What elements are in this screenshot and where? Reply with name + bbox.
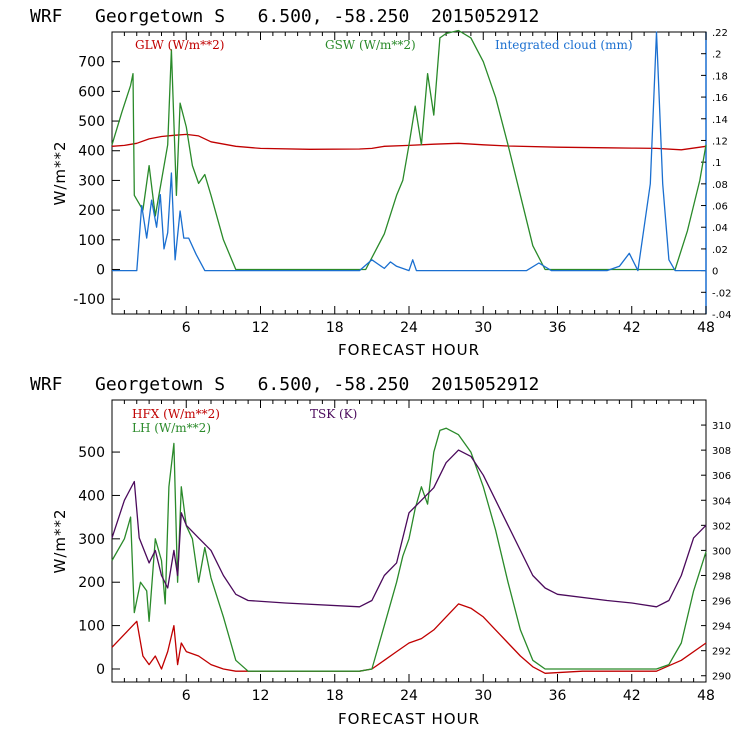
- y2-tick-label: 302: [712, 521, 731, 532]
- bottom-x-axis-label: FORECAST HOUR: [338, 710, 480, 728]
- top-plot-frame: [111, 31, 707, 315]
- bottom-panel: WRF Georgetown S 6.500, -58.250 20150529…: [30, 374, 731, 728]
- y-tick-label: 200: [78, 575, 105, 591]
- y2-tick-label: 304: [712, 496, 731, 507]
- x-tick-label: 42: [623, 320, 641, 336]
- series-line-tsk: [111, 449, 707, 608]
- y2-tick-label: .16: [712, 93, 728, 104]
- legend-lh: LH (W/m**2): [132, 421, 211, 435]
- x-tick-label: 18: [326, 688, 344, 704]
- x-tick-label: 12: [252, 320, 270, 336]
- x-tick-label: 24: [400, 688, 418, 704]
- y-tick-label: 100: [78, 619, 105, 635]
- y2-tick-label: 292: [712, 647, 731, 658]
- y2-tick-label: .08: [712, 180, 728, 191]
- y2-tick-label: -.02: [712, 288, 732, 299]
- y-tick-label: 200: [78, 203, 105, 219]
- legend-glw: GLW (W/m**2): [135, 38, 224, 52]
- series-line-lh: [111, 427, 707, 672]
- bottom-panel-title: WRF Georgetown S 6.500, -58.250 20150529…: [30, 374, 539, 395]
- y2-tick-label: 310: [712, 421, 731, 432]
- x-tick-label: 18: [326, 320, 344, 336]
- y2-tick-label: .2: [712, 50, 722, 61]
- top-y2-ticks: .22 .2 .18 .16 .14 .12 .1 .08 .06 .04 .02 0 -.02 -.04: [701, 28, 732, 321]
- y-tick-label: 400: [78, 488, 105, 504]
- y-tick-label: 500: [78, 114, 105, 130]
- top-panel: WRF Georgetown S 6.500, -58.250 20150529…: [30, 6, 732, 359]
- y-tick-label: 100: [78, 233, 105, 249]
- x-tick-label: 24: [400, 320, 418, 336]
- y-tick-label: 0: [96, 262, 105, 278]
- y2-tick-label: .18: [712, 71, 728, 82]
- y2-tick-label: .14: [712, 115, 728, 126]
- y-tick-label: 600: [78, 84, 105, 100]
- x-tick-label: 30: [474, 320, 492, 336]
- y-tick-label: 700: [78, 55, 105, 71]
- top-series: [111, 29, 707, 272]
- series-line-integrated: [112, 31, 706, 272]
- x-tick-label: 12: [252, 688, 270, 704]
- y-tick-label: 0: [96, 662, 105, 678]
- y-tick-label: -100: [73, 292, 105, 308]
- bottom-series: [111, 427, 707, 674]
- x-tick-label: 36: [549, 688, 567, 704]
- y2-tick-label: .22: [712, 28, 728, 39]
- y2-tick-label: .1: [712, 158, 722, 169]
- x-tick-label: 6: [182, 320, 191, 336]
- x-tick-label: 6: [182, 688, 191, 704]
- y2-tick-label: 308: [712, 446, 731, 457]
- y2-tick-label: .06: [712, 202, 728, 213]
- legend-gsw: GSW (W/m**2): [325, 38, 416, 52]
- bottom-x-ticks: 6 12 18 24 30 36 42 48: [111, 400, 715, 704]
- y-tick-label: 300: [78, 532, 105, 548]
- bottom-y2-ticks: 310 308 306 304 302 300 298 296 294 292 290: [701, 421, 731, 683]
- y-tick-label: 500: [78, 445, 105, 461]
- series-line-glw: [111, 133, 707, 151]
- top-x-ticks: 6 12 18 24 30 36 42 48: [111, 32, 715, 336]
- x-tick-label: 48: [697, 688, 715, 704]
- top-x-axis-label: FORECAST HOUR: [338, 341, 480, 359]
- series-line-hfx: [111, 603, 707, 674]
- y2-tick-label: .12: [712, 136, 728, 147]
- y-tick-label: 400: [78, 144, 105, 160]
- x-tick-label: 30: [474, 688, 492, 704]
- legend-tsk: TSK (K): [310, 407, 357, 421]
- bottom-y-axis-label: W/m**2: [51, 508, 69, 573]
- series-line-gsw: [111, 29, 707, 271]
- x-tick-label: 36: [549, 320, 567, 336]
- y2-tick-label: -.04: [712, 310, 732, 321]
- y2-tick-label: 0: [712, 267, 718, 278]
- legend-hfx: HFX (W/m**2): [132, 407, 220, 421]
- x-tick-label: 42: [623, 688, 641, 704]
- top-panel-title: WRF Georgetown S 6.500, -58.250 20150529…: [30, 6, 539, 27]
- top-y-ticks: -100 0 100 200 300 400 500 600 700: [73, 55, 120, 308]
- y2-tick-label: 300: [712, 546, 731, 557]
- top-y-axis-label: W/m**2: [51, 140, 69, 205]
- y-tick-label: 300: [78, 173, 105, 189]
- y2-tick-label: 298: [712, 571, 731, 582]
- y2-tick-label: 306: [712, 471, 731, 482]
- y2-tick-label: .04: [712, 223, 728, 234]
- legend-integrated-cloud: Integrated cloud (mm): [495, 38, 633, 52]
- y2-tick-label: 296: [712, 597, 731, 608]
- y2-tick-label: .02: [712, 245, 728, 256]
- x-tick-label: 48: [697, 320, 715, 336]
- y2-tick-label: 294: [712, 622, 731, 633]
- y2-tick-label: 290: [712, 672, 731, 683]
- bottom-y-ticks: 0 100 200 300 400 500: [78, 445, 120, 678]
